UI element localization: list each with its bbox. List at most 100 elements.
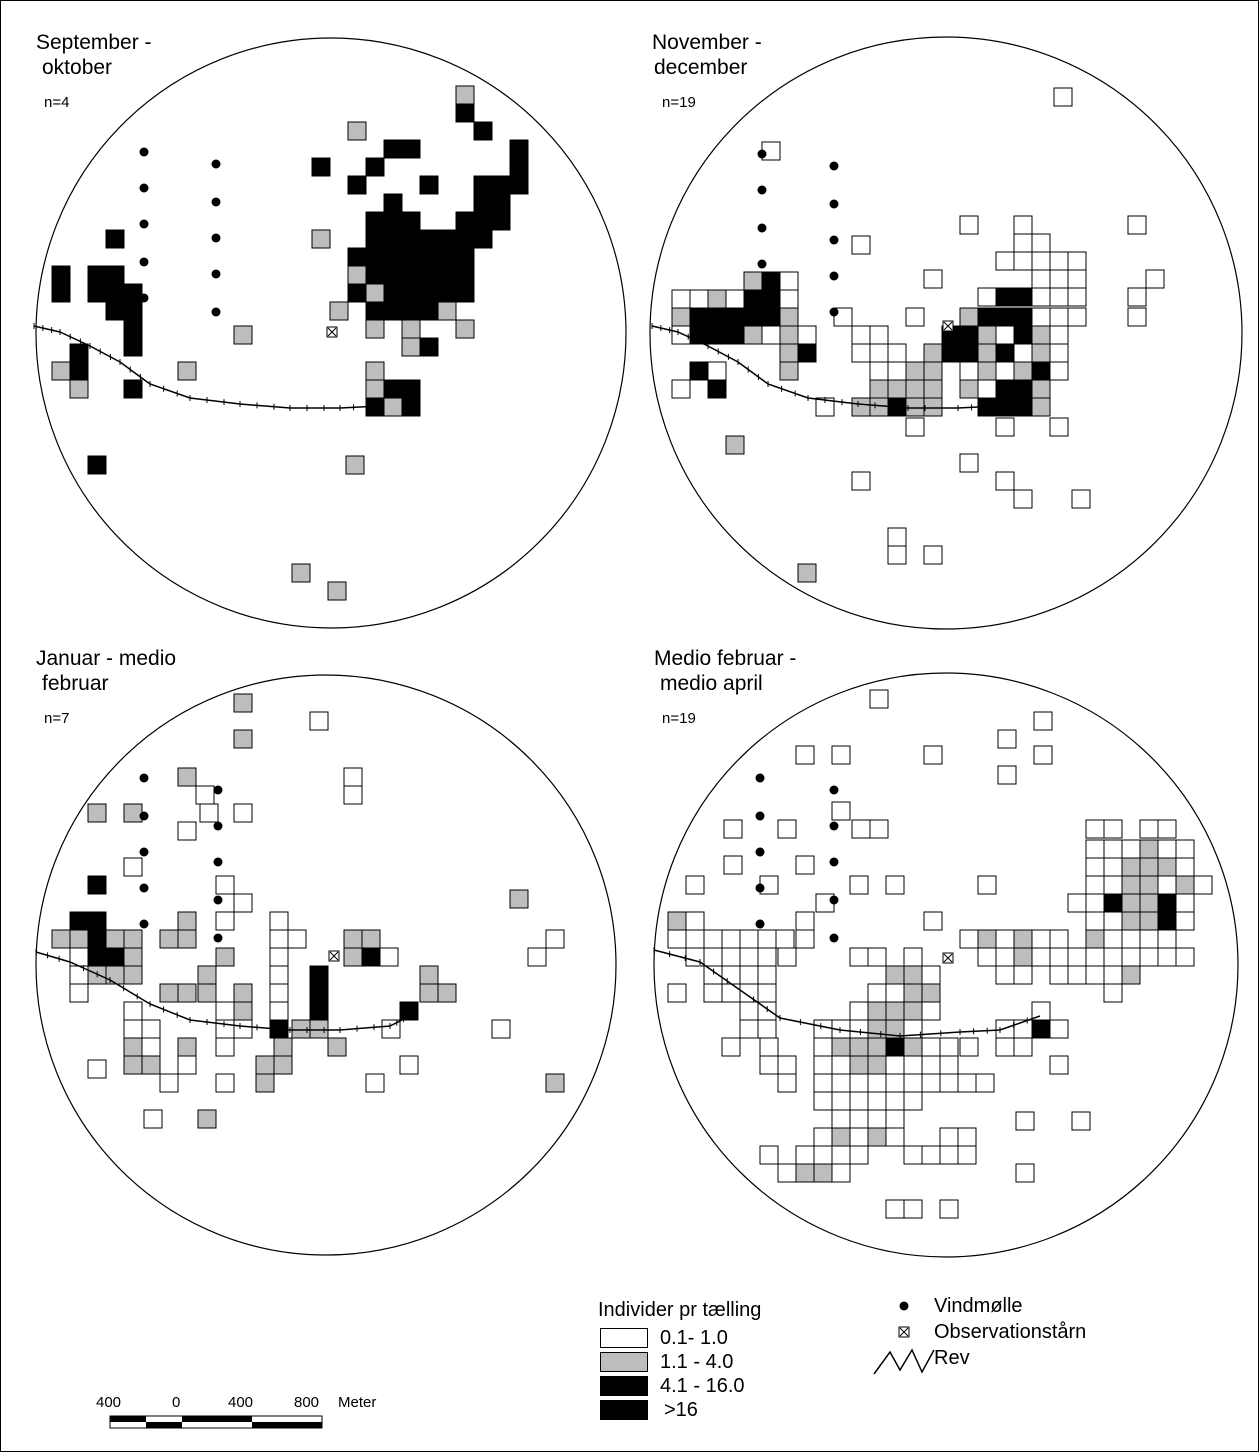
density-cell xyxy=(977,379,997,399)
density-cell xyxy=(977,875,997,895)
density-cell xyxy=(941,343,961,363)
density-cell xyxy=(703,929,723,949)
density-cell xyxy=(1085,875,1105,895)
density-cell xyxy=(725,307,745,327)
density-cell xyxy=(851,397,871,417)
density-cell xyxy=(1013,397,1033,417)
density-cell xyxy=(1103,819,1123,839)
density-cell xyxy=(777,819,797,839)
panel-2-title-line2: december xyxy=(654,56,748,79)
density-cell xyxy=(159,929,179,949)
legend-class-2-label: 1.1 - 4.0 xyxy=(660,1351,734,1373)
density-cell xyxy=(1103,983,1123,1003)
density-cell xyxy=(123,965,143,985)
density-cell xyxy=(1139,857,1159,877)
density-cell xyxy=(365,361,385,381)
legend-class-3-label: 4.1 - 16.0 xyxy=(660,1375,745,1397)
density-cell xyxy=(1145,269,1165,289)
windmill-marker xyxy=(139,293,149,303)
density-cell xyxy=(1049,947,1069,967)
density-cell xyxy=(923,397,943,417)
density-cell xyxy=(455,319,475,339)
scale-unit-label: Meter xyxy=(338,1394,377,1411)
panel-2-title-line1: November - xyxy=(652,31,762,54)
density-cell xyxy=(87,283,107,303)
panel-2-n: n=19 xyxy=(662,94,696,111)
density-cell xyxy=(383,193,403,213)
density-cell xyxy=(69,929,89,949)
density-cell xyxy=(667,929,687,949)
density-cell xyxy=(309,1019,329,1039)
reef-line-panel-1 xyxy=(33,325,381,409)
density-cell xyxy=(123,1055,143,1075)
density-cell xyxy=(707,325,727,345)
panel-4-title-line2: medio april xyxy=(660,672,763,695)
density-cell xyxy=(1085,819,1105,839)
density-cell xyxy=(69,983,89,1003)
density-cell xyxy=(905,307,925,327)
density-cell xyxy=(123,337,143,357)
windmill-marker xyxy=(211,269,221,279)
windmill-marker xyxy=(139,773,149,783)
density-cell xyxy=(957,1145,977,1165)
windmill-marker xyxy=(829,895,839,905)
windmill-marker xyxy=(211,233,221,243)
density-cell xyxy=(401,379,421,399)
density-cell xyxy=(269,947,289,967)
density-cell xyxy=(725,325,745,345)
density-cell xyxy=(509,175,529,195)
density-cell xyxy=(141,1019,161,1039)
density-cell xyxy=(1121,857,1141,877)
density-cell xyxy=(995,361,1015,381)
density-cell xyxy=(1013,287,1033,307)
density-cell xyxy=(365,319,385,339)
density-cell xyxy=(1139,893,1159,913)
density-cell xyxy=(1013,361,1033,381)
density-cell xyxy=(455,211,475,231)
density-cell xyxy=(1121,965,1141,985)
density-cell xyxy=(905,417,925,437)
density-cell xyxy=(831,1109,851,1129)
density-cell xyxy=(707,289,727,309)
density-cell xyxy=(831,1055,851,1075)
density-cell xyxy=(383,379,403,399)
density-cell xyxy=(1013,1037,1033,1057)
density-cell xyxy=(885,1091,905,1111)
density-cell xyxy=(757,947,777,967)
density-cell xyxy=(1049,343,1069,363)
density-cell xyxy=(885,1055,905,1075)
windmill-marker xyxy=(211,159,221,169)
density-cell xyxy=(401,397,421,417)
density-cell xyxy=(959,215,979,235)
density-cell xyxy=(1175,947,1195,967)
density-cell xyxy=(1139,929,1159,949)
density-cell xyxy=(1121,893,1141,913)
density-cell xyxy=(87,1059,107,1079)
density-cell xyxy=(491,211,511,231)
density-cell xyxy=(1031,287,1051,307)
density-cell xyxy=(813,1055,833,1075)
density-cell xyxy=(921,1037,941,1057)
density-cell xyxy=(455,283,475,303)
density-cell xyxy=(757,1019,777,1039)
density-cell xyxy=(1013,965,1033,985)
density-cell xyxy=(903,1091,923,1111)
windmill-marker xyxy=(213,785,223,795)
density-cell xyxy=(851,343,871,363)
density-cell xyxy=(255,1073,275,1093)
density-cell xyxy=(1103,965,1123,985)
density-cell xyxy=(197,1109,217,1129)
density-cell xyxy=(269,1001,289,1021)
density-cell xyxy=(1121,929,1141,949)
density-cell xyxy=(105,301,125,321)
density-cell xyxy=(797,563,817,583)
density-cell xyxy=(1139,911,1159,931)
density-cell xyxy=(887,527,907,547)
density-cell xyxy=(123,947,143,967)
scale-tick-2: 400 xyxy=(228,1394,254,1411)
density-cell xyxy=(761,289,781,309)
density-cell xyxy=(903,1055,923,1075)
windmill-marker xyxy=(139,847,149,857)
density-cell xyxy=(743,307,763,327)
density-cell xyxy=(51,929,71,949)
